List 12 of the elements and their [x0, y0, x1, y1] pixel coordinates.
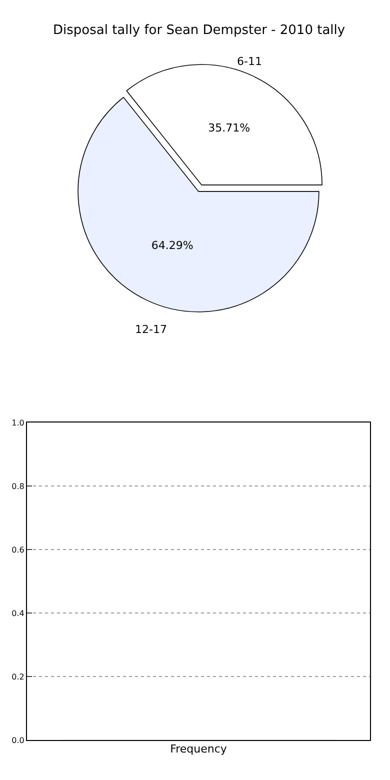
slice-label: 6-11 [237, 55, 262, 68]
chart-title: Disposal tally for Sean Dempster - 2010 tally [53, 23, 346, 38]
data-label: 64.29% [151, 239, 194, 252]
y-tick-label: 0.0 [12, 736, 24, 745]
y-tick-label: 0.6 [12, 545, 24, 554]
y-tick-label: 1.0 [12, 418, 24, 428]
y-tick-label: 0.8 [12, 482, 24, 491]
y-tick-label: 0.4 [12, 608, 24, 618]
slice-label: 12-17 [135, 323, 167, 336]
y-tick-label: 0.2 [12, 672, 24, 682]
data-label: 35.71% [208, 121, 250, 134]
x-axis-title: Frequency [170, 742, 228, 756]
